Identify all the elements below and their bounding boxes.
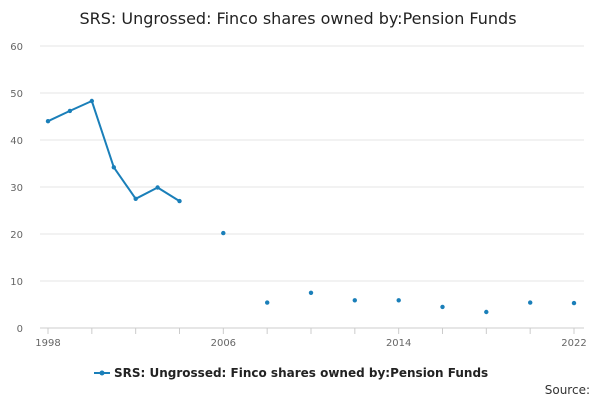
x-tick-label: 2022 [561,338,586,349]
y-tick-label: 20 [10,230,23,241]
data-point [221,230,226,236]
x-tick-label: 2006 [211,338,236,349]
data-point [111,165,117,170]
data-point [155,185,160,190]
legend: SRS: Ungrossed: Finco shares owned by:Pe… [94,366,488,380]
data-point [440,304,445,310]
y-tick-label: 30 [10,183,23,194]
data-point [89,98,95,104]
data-point [45,119,51,124]
data-point [308,290,314,295]
y-tick-label: 10 [10,277,23,288]
data-point [352,298,357,303]
series [45,98,577,315]
data-point [265,300,270,305]
data-point [133,196,138,201]
source-label: Source: [545,383,590,397]
series-line-segment [47,100,181,202]
axes: 0 10 20 30 40 50 60 1998 2006 2014 2022 [10,42,586,349]
data-point [571,300,577,306]
legend-label: SRS: Ungrossed: Finco shares owned by:Pe… [114,366,488,380]
x-tick-label: 1998 [35,338,60,349]
y-tick-label: 50 [10,89,23,100]
data-point [484,309,489,315]
gridlines [40,45,584,282]
x-tick-label: 2014 [386,338,411,349]
y-tick-label: 60 [10,42,23,53]
legend-dot-marker [99,370,105,376]
data-point [177,198,182,204]
y-tick-label: 40 [10,136,23,147]
data-point [396,298,401,303]
chart-title: SRS: Ungrossed: Finco shares owned by:Pe… [79,9,516,28]
y-tick-label: 0 [17,324,23,335]
data-point [67,108,73,114]
data-point [528,300,533,305]
